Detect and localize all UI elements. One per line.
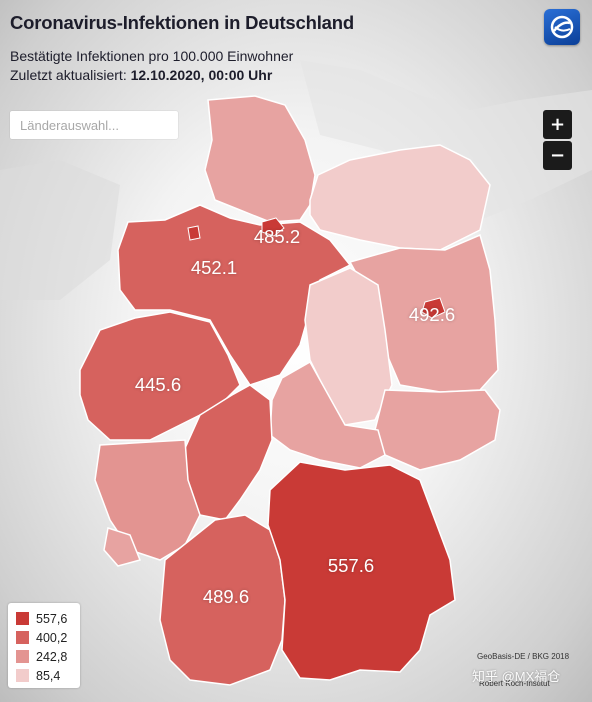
label-hamburg: 485.2 <box>253 226 301 247</box>
legend-item: 242,8 <box>16 647 80 666</box>
legend-swatch <box>16 631 29 644</box>
state-nrw[interactable] <box>79 311 241 441</box>
legend-swatch <box>16 650 29 663</box>
state-hamburg[interactable] <box>261 217 285 237</box>
geobasis-credit: GeoBasis-DE / BKG 2018 <box>477 652 570 661</box>
legend-label: 400,2 <box>36 630 68 645</box>
legend-item: 557,6 <box>16 609 80 628</box>
rki-credit: Robert Koch-Institut <box>479 679 550 688</box>
updated-label: Zuletzt aktualisiert: <box>10 67 127 83</box>
state-berlin[interactable] <box>421 297 446 319</box>
legend-label: 242,8 <box>36 649 68 664</box>
label-nrw: 445.6 <box>134 374 182 395</box>
legend-item: 400,2 <box>16 628 80 647</box>
legend-label: 557,6 <box>36 611 68 626</box>
state-mecklenburg-vorpommern[interactable] <box>309 144 491 251</box>
legend-swatch <box>16 669 29 682</box>
zoom-out-button[interactable]: − <box>543 141 572 170</box>
legend-label: 85,4 <box>36 668 61 683</box>
tagesschau-logo-icon <box>544 9 580 45</box>
state-search-input[interactable] <box>10 111 178 139</box>
color-legend: 557,6 400,2 242,8 85,4 <box>8 603 80 688</box>
legend-item: 85,4 <box>16 666 80 685</box>
state-bremen[interactable] <box>187 225 201 241</box>
zoom-in-button[interactable]: + <box>543 110 572 139</box>
state-schleswig-holstein[interactable] <box>204 95 316 223</box>
legend-swatch <box>16 612 29 625</box>
header: Coronavirus-Infektionen in Deutschland B… <box>10 12 532 83</box>
page-title: Coronavirus-Infektionen in Deutschland <box>10 12 354 33</box>
label-bayern: 557.6 <box>327 555 375 576</box>
label-baden-wuerttemberg: 489.6 <box>202 586 250 607</box>
state-niedersachsen[interactable] <box>117 204 352 386</box>
state-sachsen[interactable] <box>374 389 501 471</box>
subtitle: Bestätigte Infektionen pro 100.000 Einwo… <box>10 48 294 64</box>
state-saarland[interactable] <box>103 527 142 567</box>
updated-value: 12.10.2020, 00:00 Uhr <box>130 67 273 83</box>
watermark: 知乎 @MX福仓 <box>472 669 561 684</box>
last-updated: Zuletzt aktualisiert: 12.10.2020, 00:00 … <box>10 67 532 83</box>
state-sachsen-anhalt[interactable] <box>304 267 393 426</box>
label-niedersachsen: 452.1 <box>190 257 238 278</box>
state-bayern[interactable] <box>267 461 456 681</box>
label-berlin: 492.6 <box>408 304 456 325</box>
